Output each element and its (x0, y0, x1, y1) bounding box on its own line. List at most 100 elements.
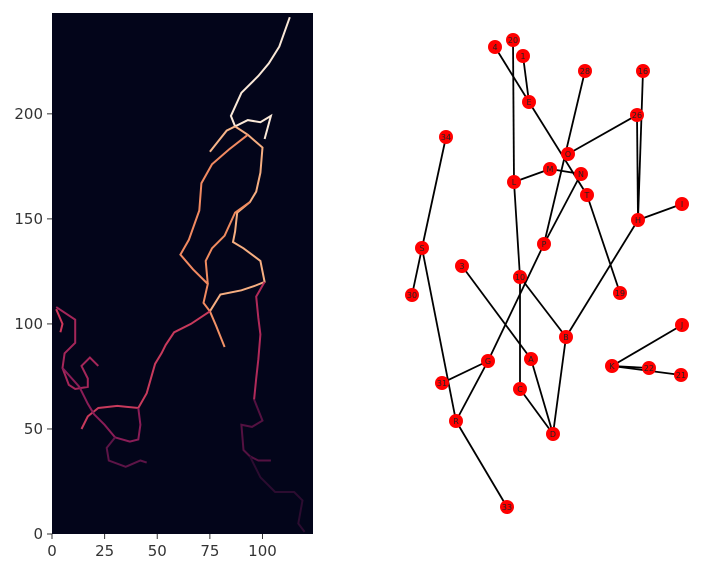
node-label: H (635, 216, 641, 225)
x-tick-label: 100 (248, 542, 277, 560)
node-circle (674, 368, 688, 382)
node-K: K (605, 359, 619, 373)
trace-2 (209, 125, 266, 312)
image-plot-background (52, 13, 313, 534)
node-label: L (512, 178, 517, 187)
trace-10 (61, 367, 142, 443)
node-circle (574, 167, 588, 181)
node-label: 4 (492, 43, 497, 52)
edge-R-S (421, 247, 457, 422)
node-circle (405, 288, 419, 302)
node-label: G (485, 357, 491, 366)
node-circle (546, 427, 560, 441)
node-16: 16 (636, 64, 650, 78)
node-A: A (524, 352, 538, 366)
node-circle (631, 213, 645, 227)
node-33: 33 (500, 500, 514, 514)
node-label: 28 (580, 67, 590, 76)
edge-H-I (637, 203, 683, 221)
graph-panel: 4 201 28 16 E 26 34 O M N L T I H P S 3 10 19 30 J B A G K 22 21 31… (405, 33, 689, 514)
trace-6 (80, 310, 211, 430)
edge-S-30 (411, 247, 423, 296)
node-label: R (453, 417, 459, 426)
node-label: 1 (520, 52, 525, 61)
edge-3-A (461, 265, 532, 360)
node-circle (559, 330, 573, 344)
node-label: 10 (515, 273, 525, 282)
node-L: L (507, 175, 521, 189)
node-O: O (561, 147, 575, 161)
node-circle (488, 40, 502, 54)
node-circle (630, 108, 644, 122)
node-26: 26 (630, 108, 644, 122)
edge-L-10 (513, 181, 521, 278)
node-circle (605, 359, 619, 373)
edge-A-D (530, 358, 554, 435)
node-circle (636, 64, 650, 78)
trace-7 (253, 281, 266, 400)
edge-20-L (512, 39, 515, 183)
trace-8 (55, 306, 100, 391)
node-label: I (681, 200, 683, 209)
node-circle (435, 376, 449, 390)
node-circle (415, 241, 429, 255)
edge-R-33 (455, 420, 508, 508)
x-tick-label: 75 (200, 542, 219, 560)
node-3: 3 (455, 259, 469, 273)
trace-9 (55, 308, 64, 333)
trace-3 (208, 310, 226, 348)
node-circle (543, 162, 557, 176)
node-circle (675, 318, 689, 332)
edge-B-H (565, 219, 639, 338)
node-circle (561, 147, 575, 161)
node-28: 28 (578, 64, 592, 78)
node-R: R (449, 414, 463, 428)
x-tick-label: 25 (95, 542, 114, 560)
edge-B-D (552, 336, 567, 435)
node-label: S (419, 244, 424, 253)
node-circle (578, 64, 592, 78)
node-label: 34 (441, 133, 451, 142)
node-31: 31 (435, 376, 449, 390)
y-tick-label: 200 (14, 105, 43, 123)
node-circle (439, 130, 453, 144)
edge-10-B (519, 276, 567, 338)
node-10: 10 (513, 270, 527, 284)
node-label: O (565, 150, 571, 159)
node-label: T (584, 191, 590, 200)
node-label: C (517, 385, 523, 394)
node-circle (580, 188, 594, 202)
node-1: 1 (516, 49, 530, 63)
node-I: I (675, 197, 689, 211)
trace-1 (209, 125, 236, 153)
node-34: 34 (439, 130, 453, 144)
edge-26-H (636, 114, 639, 221)
trace-0 (229, 16, 291, 140)
node-circle (506, 33, 520, 47)
edge-1-E (522, 55, 530, 103)
node-label: K (609, 362, 615, 371)
node-S: S (415, 241, 429, 255)
node-label: J (680, 321, 683, 330)
y-tick-label: 50 (24, 420, 43, 438)
node-4: 4 (488, 40, 502, 54)
graph-nodes: 4 201 28 16 E 26 34 O M N L T I H P S 3 10 19 30 J B A G K 22 21 31… (405, 33, 689, 514)
node-22: 22 (642, 361, 656, 375)
node-label: 26 (632, 111, 642, 120)
node-circle (500, 500, 514, 514)
node-label: A (528, 355, 534, 364)
node-circle (524, 352, 538, 366)
node-circle (642, 361, 656, 375)
node-30: 30 (405, 288, 419, 302)
node-circle (513, 382, 527, 396)
node-circle (455, 259, 469, 273)
y-tick-label: 150 (14, 210, 43, 228)
node-label: 3 (459, 262, 464, 271)
trace-5 (204, 201, 251, 285)
node-circle (516, 49, 530, 63)
node-E: E (522, 95, 536, 109)
trace-11 (105, 436, 148, 468)
node-label: 30 (407, 291, 417, 300)
edge-J-K (611, 324, 683, 367)
